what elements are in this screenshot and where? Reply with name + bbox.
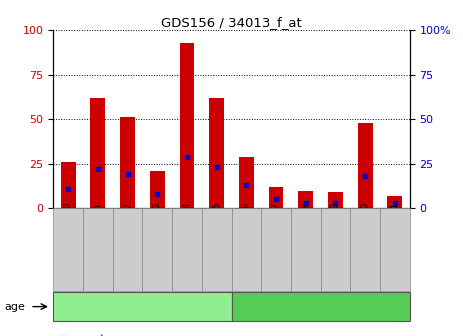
Text: 62-77 year: 62-77 year [290, 302, 351, 311]
Text: GSM2399: GSM2399 [331, 202, 340, 245]
Text: GSM2391: GSM2391 [94, 202, 102, 245]
Text: GSM2397: GSM2397 [272, 202, 281, 245]
Text: GSM2393: GSM2393 [153, 202, 162, 245]
Bar [209, 98, 224, 208]
Bar [61, 162, 75, 208]
Text: GSM2396: GSM2396 [242, 202, 251, 245]
Bar [180, 43, 194, 208]
Bar [269, 187, 283, 208]
Text: age: age [5, 302, 25, 311]
Text: GSM2390: GSM2390 [63, 202, 73, 245]
Title: GDS156 / 34013_f_at: GDS156 / 34013_f_at [161, 16, 302, 29]
Text: GSM2398: GSM2398 [301, 202, 310, 245]
Bar [150, 171, 165, 208]
Text: GSM2394: GSM2394 [182, 202, 191, 245]
Text: GSM2392: GSM2392 [123, 202, 132, 245]
Text: GSM2395: GSM2395 [212, 202, 221, 245]
Bar [298, 191, 313, 208]
Text: 21-31 year: 21-31 year [112, 302, 173, 311]
Text: GSM2400: GSM2400 [361, 202, 369, 245]
Bar [388, 196, 402, 208]
Text: GSM2401: GSM2401 [390, 202, 400, 245]
Bar [90, 98, 105, 208]
Bar [120, 118, 135, 208]
Text: ■: ■ [58, 334, 69, 336]
Bar [328, 192, 343, 208]
Bar [239, 157, 254, 208]
Bar [358, 123, 373, 208]
Text: count: count [75, 334, 105, 336]
